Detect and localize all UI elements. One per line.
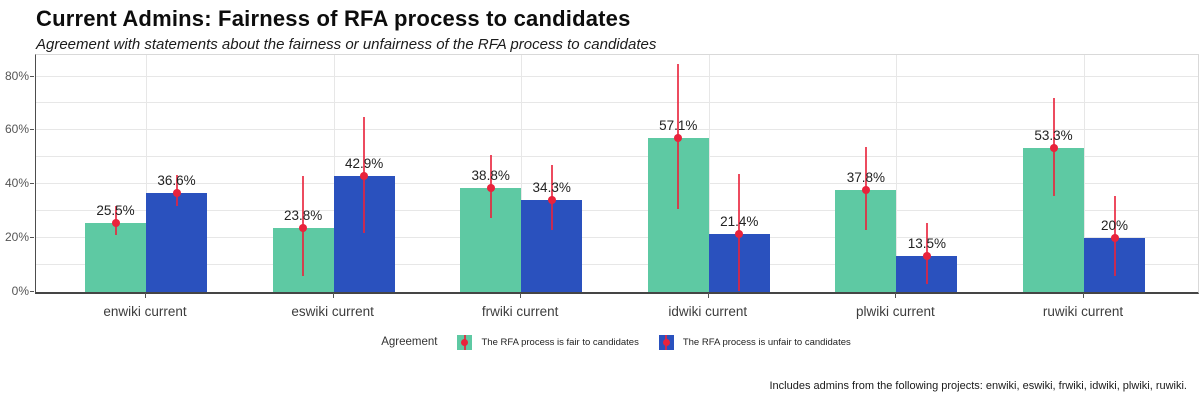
x-category-label: eswiki current	[291, 304, 374, 319]
legend-title: Agreement	[381, 336, 438, 348]
error-dot	[735, 230, 744, 239]
legend: Agreement The RFA process is fair to can…	[35, 333, 1197, 351]
x-category-label: idwiki current	[668, 304, 748, 319]
h-gridline	[36, 102, 1198, 104]
legend-dot-icon	[662, 338, 670, 346]
error-dot	[922, 251, 931, 260]
legend-label: The RFA process is fair to candidates	[481, 336, 639, 348]
h-gridline	[36, 264, 1198, 266]
error-dot	[1049, 144, 1058, 153]
error-dot	[861, 186, 870, 195]
legend-dot-icon	[461, 338, 469, 346]
chart-subtitle: Agreement with statements about the fair…	[36, 36, 657, 53]
error-dot	[547, 195, 556, 204]
legend-swatch-icon	[658, 334, 674, 350]
x-tick	[1083, 293, 1084, 298]
error-dot	[299, 223, 308, 232]
footnote: Includes admins from the following proje…	[769, 380, 1187, 392]
y-tick-label: 60%	[4, 122, 29, 137]
x-tick	[520, 293, 522, 298]
legend-entry-fair: The RFA process is fair to candidates	[457, 334, 639, 350]
x-category-label: frwiki current	[481, 304, 559, 319]
error-dot	[360, 172, 369, 181]
y-tick	[30, 183, 34, 185]
v-gridline	[521, 55, 523, 292]
y-tick	[30, 75, 34, 77]
x-tick	[895, 293, 897, 298]
x-category-label: enwiki current	[103, 304, 187, 319]
v-gridline	[896, 55, 898, 292]
error-dot	[674, 134, 683, 143]
bar-value-label: 37.8%	[846, 170, 886, 186]
legend-label: The RFA process is unfair to candidates	[682, 336, 851, 348]
plot-area: 25.5% 23.8% 38.8% 57.1% 37.8% 53.3% 36.6% 42.9%…	[35, 54, 1199, 294]
x-category-label: ruwiki current	[1042, 304, 1124, 319]
x-tick	[145, 293, 146, 298]
error-dot	[111, 219, 120, 228]
bar-value-label: 53.3%	[1034, 128, 1073, 144]
h-gridline	[36, 210, 1198, 212]
legend-entry-unfair: The RFA process is unfair to candidates	[658, 334, 851, 350]
y-tick-label: 80%	[4, 68, 29, 83]
y-tick-label: 20%	[4, 230, 29, 245]
y-tick-label: 40%	[4, 176, 29, 191]
bar-value-label: 20%	[1100, 218, 1129, 234]
bar-value-label: 23.8%	[283, 207, 323, 223]
y-tick	[30, 291, 34, 292]
v-gridline	[333, 55, 335, 292]
y-tick	[30, 129, 34, 131]
bar-value-label: 25.5%	[96, 203, 135, 219]
h-gridline	[36, 75, 1198, 77]
bar-unfair-enwiki	[146, 193, 207, 292]
h-gridline	[36, 129, 1198, 131]
h-gridline	[36, 237, 1198, 239]
bar-value-label: 13.5%	[907, 235, 947, 251]
x-category-label: plwiki current	[856, 304, 935, 319]
chart-title: Current Admins: Fairness of RFA process …	[36, 6, 631, 31]
error-dot	[172, 189, 181, 198]
bar-value-label: 57.1%	[659, 118, 698, 134]
bar-value-label: 36.6%	[157, 173, 196, 189]
legend-swatch-icon	[457, 334, 473, 350]
v-gridline	[1084, 55, 1085, 292]
y-tick	[30, 237, 34, 239]
x-tick	[332, 293, 334, 298]
h-gridline	[36, 156, 1198, 158]
v-gridline	[146, 55, 147, 292]
error-dot	[1110, 234, 1119, 243]
error-dot	[486, 183, 495, 192]
y-tick-label: 0%	[11, 284, 29, 298]
x-tick	[707, 293, 709, 298]
v-gridline	[708, 55, 710, 292]
bar-value-label: 21.4%	[720, 214, 759, 230]
bar-value-label: 38.8%	[471, 167, 510, 183]
bar-value-label: 34.3%	[532, 179, 571, 195]
h-gridline	[36, 183, 1198, 185]
bar-value-label: 42.9%	[344, 156, 384, 172]
